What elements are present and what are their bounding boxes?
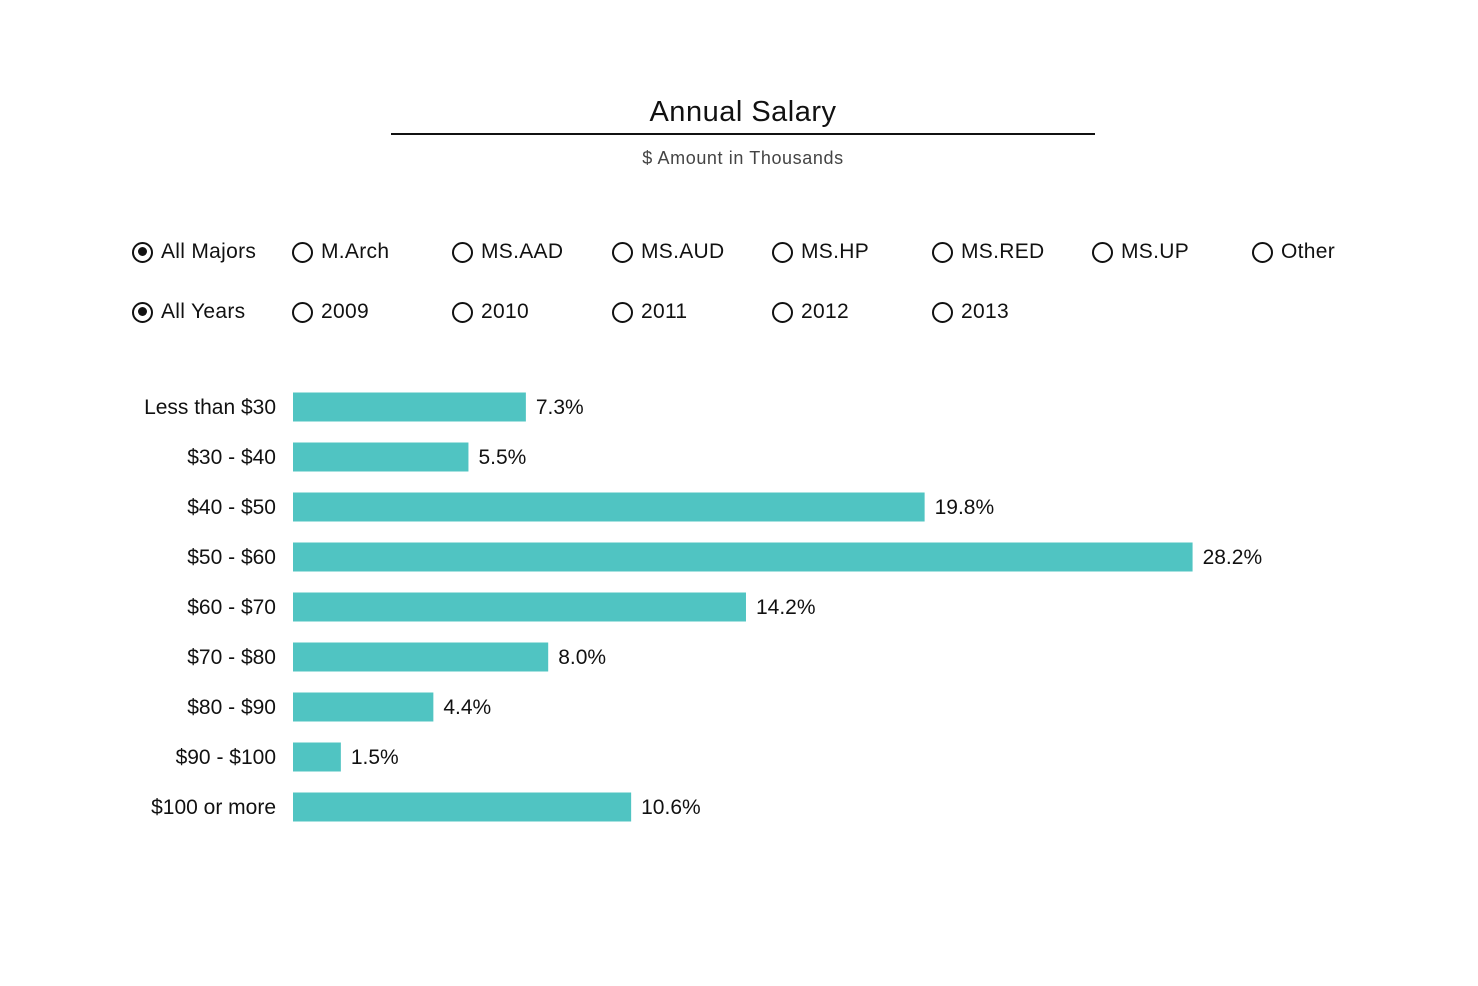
radio-label: MS.HP	[801, 240, 870, 263]
bar[interactable]	[293, 542, 1193, 572]
radio-label: All Years	[161, 300, 246, 323]
radio-button-icon[interactable]	[132, 241, 153, 263]
category-label: $50 - $60	[187, 546, 276, 569]
bar[interactable]	[293, 692, 434, 722]
value-label: 4.4%	[443, 696, 491, 719]
category-label: $90 - $100	[176, 746, 276, 769]
radio-label: 2013	[961, 300, 1009, 323]
bar[interactable]	[293, 392, 526, 422]
radio-label: 2010	[481, 300, 529, 323]
radio-option-ms-red[interactable]: MS.RED	[932, 237, 1044, 267]
bar[interactable]	[293, 492, 925, 522]
category-label: $40 - $50	[187, 496, 276, 519]
radio-button-icon[interactable]	[132, 301, 153, 323]
value-label: 1.5%	[351, 746, 399, 769]
value-label: 7.3%	[536, 396, 584, 419]
radio-button-icon[interactable]	[932, 241, 953, 263]
radio-button-icon[interactable]	[452, 241, 473, 263]
radio-button-icon[interactable]	[292, 241, 313, 263]
value-label: 19.8%	[935, 496, 995, 519]
radio-label: MS.AUD	[641, 240, 725, 263]
radio-label: 2012	[801, 300, 849, 323]
radio-option-ms-hp[interactable]: MS.HP	[772, 237, 869, 267]
radio-option-march[interactable]: M.Arch	[292, 237, 389, 267]
category-label: $60 - $70	[187, 596, 276, 619]
radio-label: M.Arch	[321, 240, 390, 263]
chart-title: Annual Salary	[649, 96, 837, 128]
radio-button-icon[interactable]	[292, 301, 313, 323]
radio-option-other[interactable]: Other	[1252, 237, 1335, 267]
bar[interactable]	[293, 792, 632, 822]
radio-option-2011[interactable]: 2011	[612, 297, 687, 327]
category-label: $30 - $40	[187, 446, 276, 469]
radio-option-all-majors[interactable]: All Majors	[132, 237, 256, 267]
radio-option-all-years[interactable]: All Years	[132, 297, 245, 327]
bar[interactable]	[293, 742, 341, 772]
radio-label: 2011	[641, 300, 688, 323]
bar[interactable]	[293, 592, 746, 622]
chart-subtitle: $ Amount in Thousands	[642, 148, 844, 168]
value-label: 28.2%	[1203, 546, 1263, 569]
radio-label: Other	[1281, 240, 1336, 263]
radio-button-icon[interactable]	[612, 301, 633, 323]
radio-label: 2009	[321, 300, 369, 323]
category-label: Less than $30	[144, 396, 276, 419]
value-label: 10.6%	[641, 796, 701, 819]
radio-button-icon[interactable]	[932, 301, 953, 323]
radio-label: MS.UP	[1121, 240, 1190, 263]
radio-option-2012[interactable]: 2012	[772, 297, 849, 327]
radio-option-ms-up[interactable]: MS.UP	[1092, 237, 1189, 267]
radio-option-2009[interactable]: 2009	[292, 297, 369, 327]
radio-button-icon[interactable]	[772, 241, 793, 263]
category-label: $80 - $90	[187, 696, 276, 719]
bar[interactable]	[293, 642, 549, 672]
category-label: $70 - $80	[187, 646, 276, 669]
radio-option-ms-aad[interactable]: MS.AAD	[452, 237, 563, 267]
radio-option-ms-aud[interactable]: MS.AUD	[612, 237, 724, 267]
radio-label: MS.AAD	[481, 240, 564, 263]
value-label: 14.2%	[756, 596, 816, 619]
radio-button-icon[interactable]	[772, 301, 793, 323]
value-label: 5.5%	[478, 446, 526, 469]
value-label: 8.0%	[558, 646, 606, 669]
radio-button-icon[interactable]	[452, 301, 473, 323]
category-label: $100 or more	[151, 796, 276, 819]
radio-button-icon[interactable]	[1092, 241, 1113, 263]
radio-label: MS.RED	[961, 240, 1045, 263]
radio-label: All Majors	[161, 240, 257, 263]
radio-option-2010[interactable]: 2010	[452, 297, 529, 327]
radio-option-2013[interactable]: 2013	[932, 297, 1009, 327]
radio-button-icon[interactable]	[612, 241, 633, 263]
title-divider	[391, 133, 1095, 135]
bar[interactable]	[293, 442, 469, 472]
radio-button-icon[interactable]	[1252, 241, 1273, 263]
